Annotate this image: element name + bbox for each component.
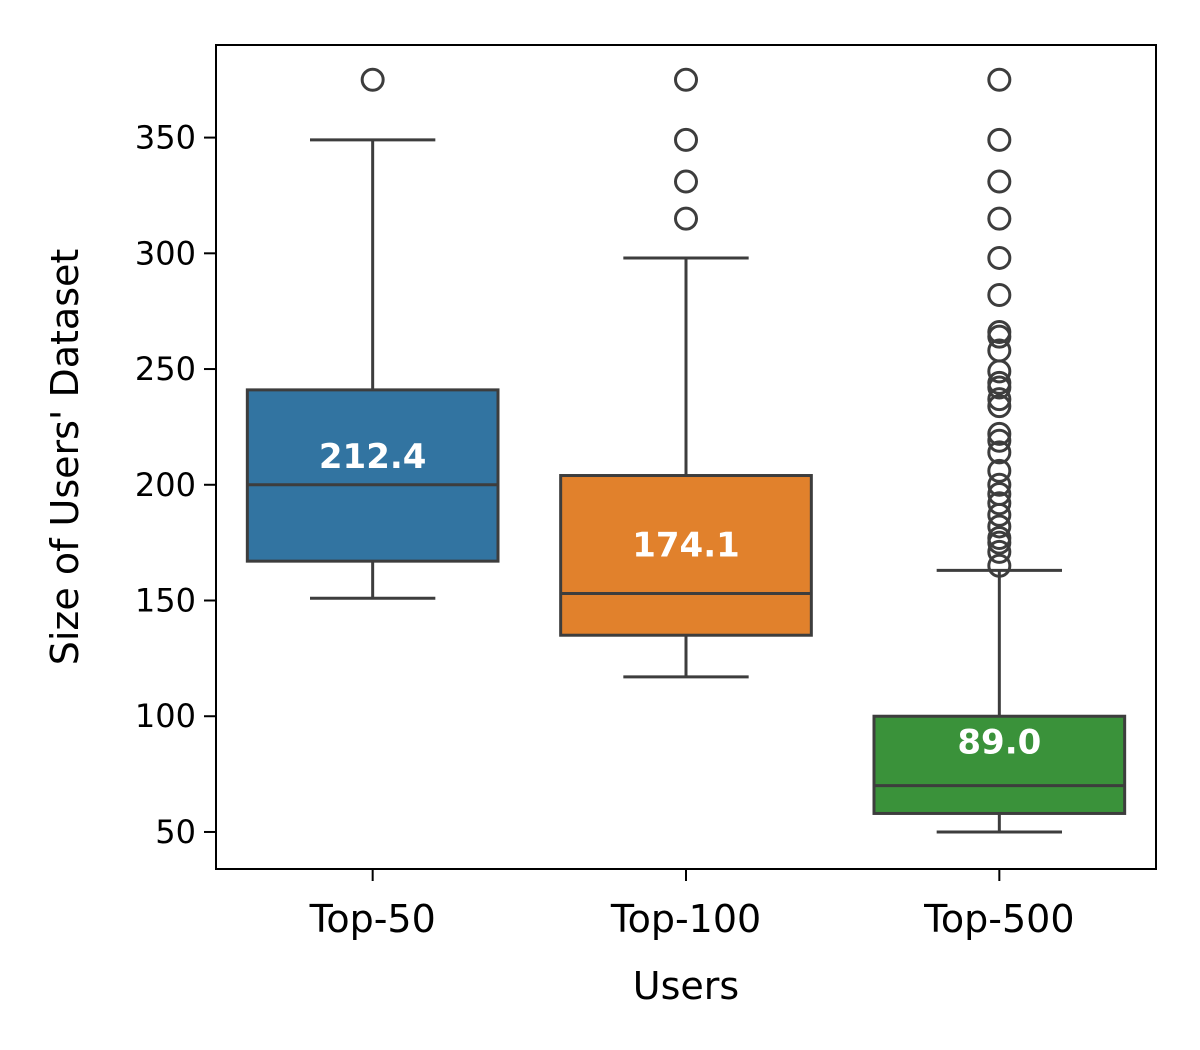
y-tick-label: 100 (135, 697, 196, 735)
iqr-box (245, 388, 500, 563)
iqr-box (872, 714, 1127, 815)
x-axis: Top-50 Top-100 Top-500 (309, 869, 1075, 941)
y-axis-label: Size of Users' Dataset (43, 249, 87, 666)
outlier-point (987, 370, 1012, 395)
outlier-point (987, 67, 1012, 92)
outlier-point (674, 67, 698, 92)
outlier-point (987, 338, 1012, 363)
outlier-point (987, 206, 1012, 231)
outlier-point (987, 514, 1012, 539)
outlier-point (987, 440, 1012, 465)
outlier-point (987, 428, 1012, 453)
y-tick-label: 250 (135, 350, 196, 388)
outlier-point (987, 169, 1012, 194)
y-tick-label: 200 (135, 466, 196, 504)
x-tick-label: Top-500 (923, 897, 1074, 941)
outlier-point (987, 472, 1012, 497)
x-axis-label: Users (633, 964, 739, 1008)
mean-value-label: 89.0 (957, 723, 1041, 763)
outlier-point (674, 169, 698, 194)
box-group-top-100: 174.1 (559, 67, 813, 679)
outlier-point (987, 320, 1012, 345)
outlier-point (987, 458, 1012, 483)
outlier-point (987, 127, 1012, 152)
boxes-layer: 212.4 174.1 89.0 (245, 67, 1127, 834)
mean-value-label: 174.1 (632, 526, 740, 566)
outlier-point (987, 387, 1012, 412)
outlier-point (360, 67, 385, 92)
mean-value-label: 212.4 (319, 437, 427, 477)
outlier-point (987, 482, 1012, 507)
y-tick-label: 150 (135, 582, 196, 620)
x-tick-label: Top-50 (309, 897, 436, 941)
outlier-point (987, 282, 1012, 307)
outlier-point (987, 491, 1012, 516)
y-tick-label: 50 (155, 813, 196, 851)
outlier-point (674, 206, 698, 231)
outlier-point (987, 553, 1012, 578)
y-tick-label: 300 (135, 234, 196, 272)
y-tick-label: 350 (135, 119, 196, 157)
x-tick-label: Top-100 (610, 897, 761, 941)
outlier-point (987, 394, 1012, 419)
outlier-point (987, 539, 1012, 564)
iqr-box (559, 474, 813, 637)
outlier-point (987, 421, 1012, 446)
box-group-top-500: 89.0 (872, 67, 1127, 834)
outlier-point (674, 127, 698, 152)
outlier-point (987, 526, 1012, 551)
box-group-top-50: 212.4 (245, 67, 500, 600)
y-axis: 50 100 150 200 250 300 350 (135, 119, 216, 851)
outlier-point (987, 245, 1012, 270)
